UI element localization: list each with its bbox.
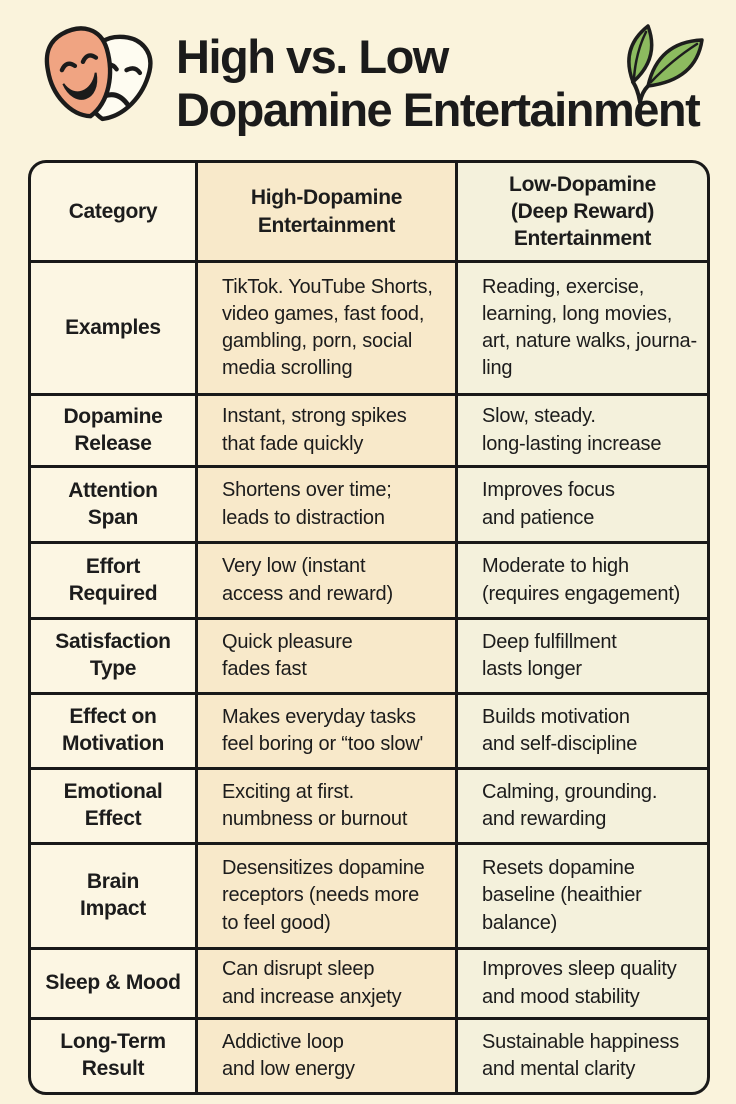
row-effort-required-high: Very low (instant access and reward) — [198, 544, 458, 620]
row-satisfaction-type-high: Quick pleasure fades fast — [198, 620, 458, 695]
category-label: Dopamine Release — [63, 404, 163, 455]
column-header-category: Category — [31, 163, 198, 263]
row-emotional-effect-low: Calming, grounding. and rewarding — [458, 770, 707, 845]
row-examples-category: Examples — [31, 263, 198, 396]
row-attention-span-high: Shortens over time; leads to distraction — [198, 468, 458, 544]
row-examples-high: TikTok. YouTube Shorts, video games, fas… — [198, 263, 458, 396]
category-label: Emotional Effect — [63, 780, 163, 830]
category-label: Sleep & Mood — [45, 971, 181, 995]
category-label: Attention Span — [68, 478, 158, 529]
column-header-label: Category — [68, 199, 158, 223]
row-examples-low: Reading, exercise, learning, long movies… — [458, 263, 707, 396]
row-satisfaction-type-category: Satisfaction Type — [31, 620, 198, 695]
row-long-term-result-category: Long-Term Result — [31, 1020, 198, 1092]
category-label: Brain Impact — [80, 870, 146, 920]
row-effort-required-low: Moderate to high (requires engagement) — [458, 544, 707, 620]
column-header-label: Low-Dopamine (Deep Reward) Entertainment — [509, 172, 656, 251]
category-label: Long-Term Result — [60, 1030, 166, 1080]
category-label: Examples — [65, 315, 161, 339]
column-header-label: High-Dopamine Entertainment — [250, 186, 403, 237]
row-attention-span-low: Improves focus and patience — [458, 468, 707, 544]
row-sleep-mood-high: Can disrupt sleep and increase anxjety — [198, 950, 458, 1020]
row-dopamine-release-category: Dopamine Release — [31, 396, 198, 468]
row-long-term-result-high: Addictive loop and low energy — [198, 1020, 458, 1092]
row-dopamine-release-high: Instant, strong spikes that fade quickly — [198, 396, 458, 468]
theater-masks-icon — [44, 26, 153, 122]
category-label: Effort Required — [68, 554, 158, 605]
row-effort-required-category: Effort Required — [31, 544, 198, 620]
row-emotional-effect-high: Exciting at first. numbness or burnout — [198, 770, 458, 845]
row-long-term-result-low: Sustainable happiness and mental clarity — [458, 1020, 707, 1092]
row-effect-on-motivation-high: Makes everyday tasks feel boring or “too… — [198, 695, 458, 770]
row-sleep-mood-category: Sleep & Mood — [31, 950, 198, 1020]
row-effect-on-motivation-category: Effect on Motivation — [31, 695, 198, 770]
row-sleep-mood-low: Improves sleep quality and mood stabilit… — [458, 950, 707, 1020]
row-brain-impact-high: Desensitizes dopamine receptors (needs m… — [198, 845, 458, 950]
leaves-icon — [627, 24, 704, 104]
row-brain-impact-category: Brain Impact — [31, 845, 198, 950]
row-dopamine-release-low: Slow, steady. long-lasting increase — [458, 396, 707, 468]
column-header-low-dopamine: Low-Dopamine (Deep Reward) Entertainment — [458, 163, 707, 263]
column-header-high-dopamine: High-Dopamine Entertainment — [198, 163, 458, 263]
row-emotional-effect-category: Emotional Effect — [31, 770, 198, 845]
comparison-table: Category High-Dopamine Entertainment Low… — [28, 160, 710, 1095]
category-label: Satisfaction Type — [55, 630, 171, 680]
category-label: Effect on Motivation — [62, 705, 164, 755]
row-effect-on-motivation-low: Builds motivation and self-discipline — [458, 695, 707, 770]
row-attention-span-category: Attention Span — [31, 468, 198, 544]
row-brain-impact-low: Resets dopamine baseline (heaithier bala… — [458, 845, 707, 950]
row-satisfaction-type-low: Deep fulfillment lasts longer — [458, 620, 707, 695]
page-title: High vs. Low Dopamine Entertainment — [176, 30, 701, 137]
